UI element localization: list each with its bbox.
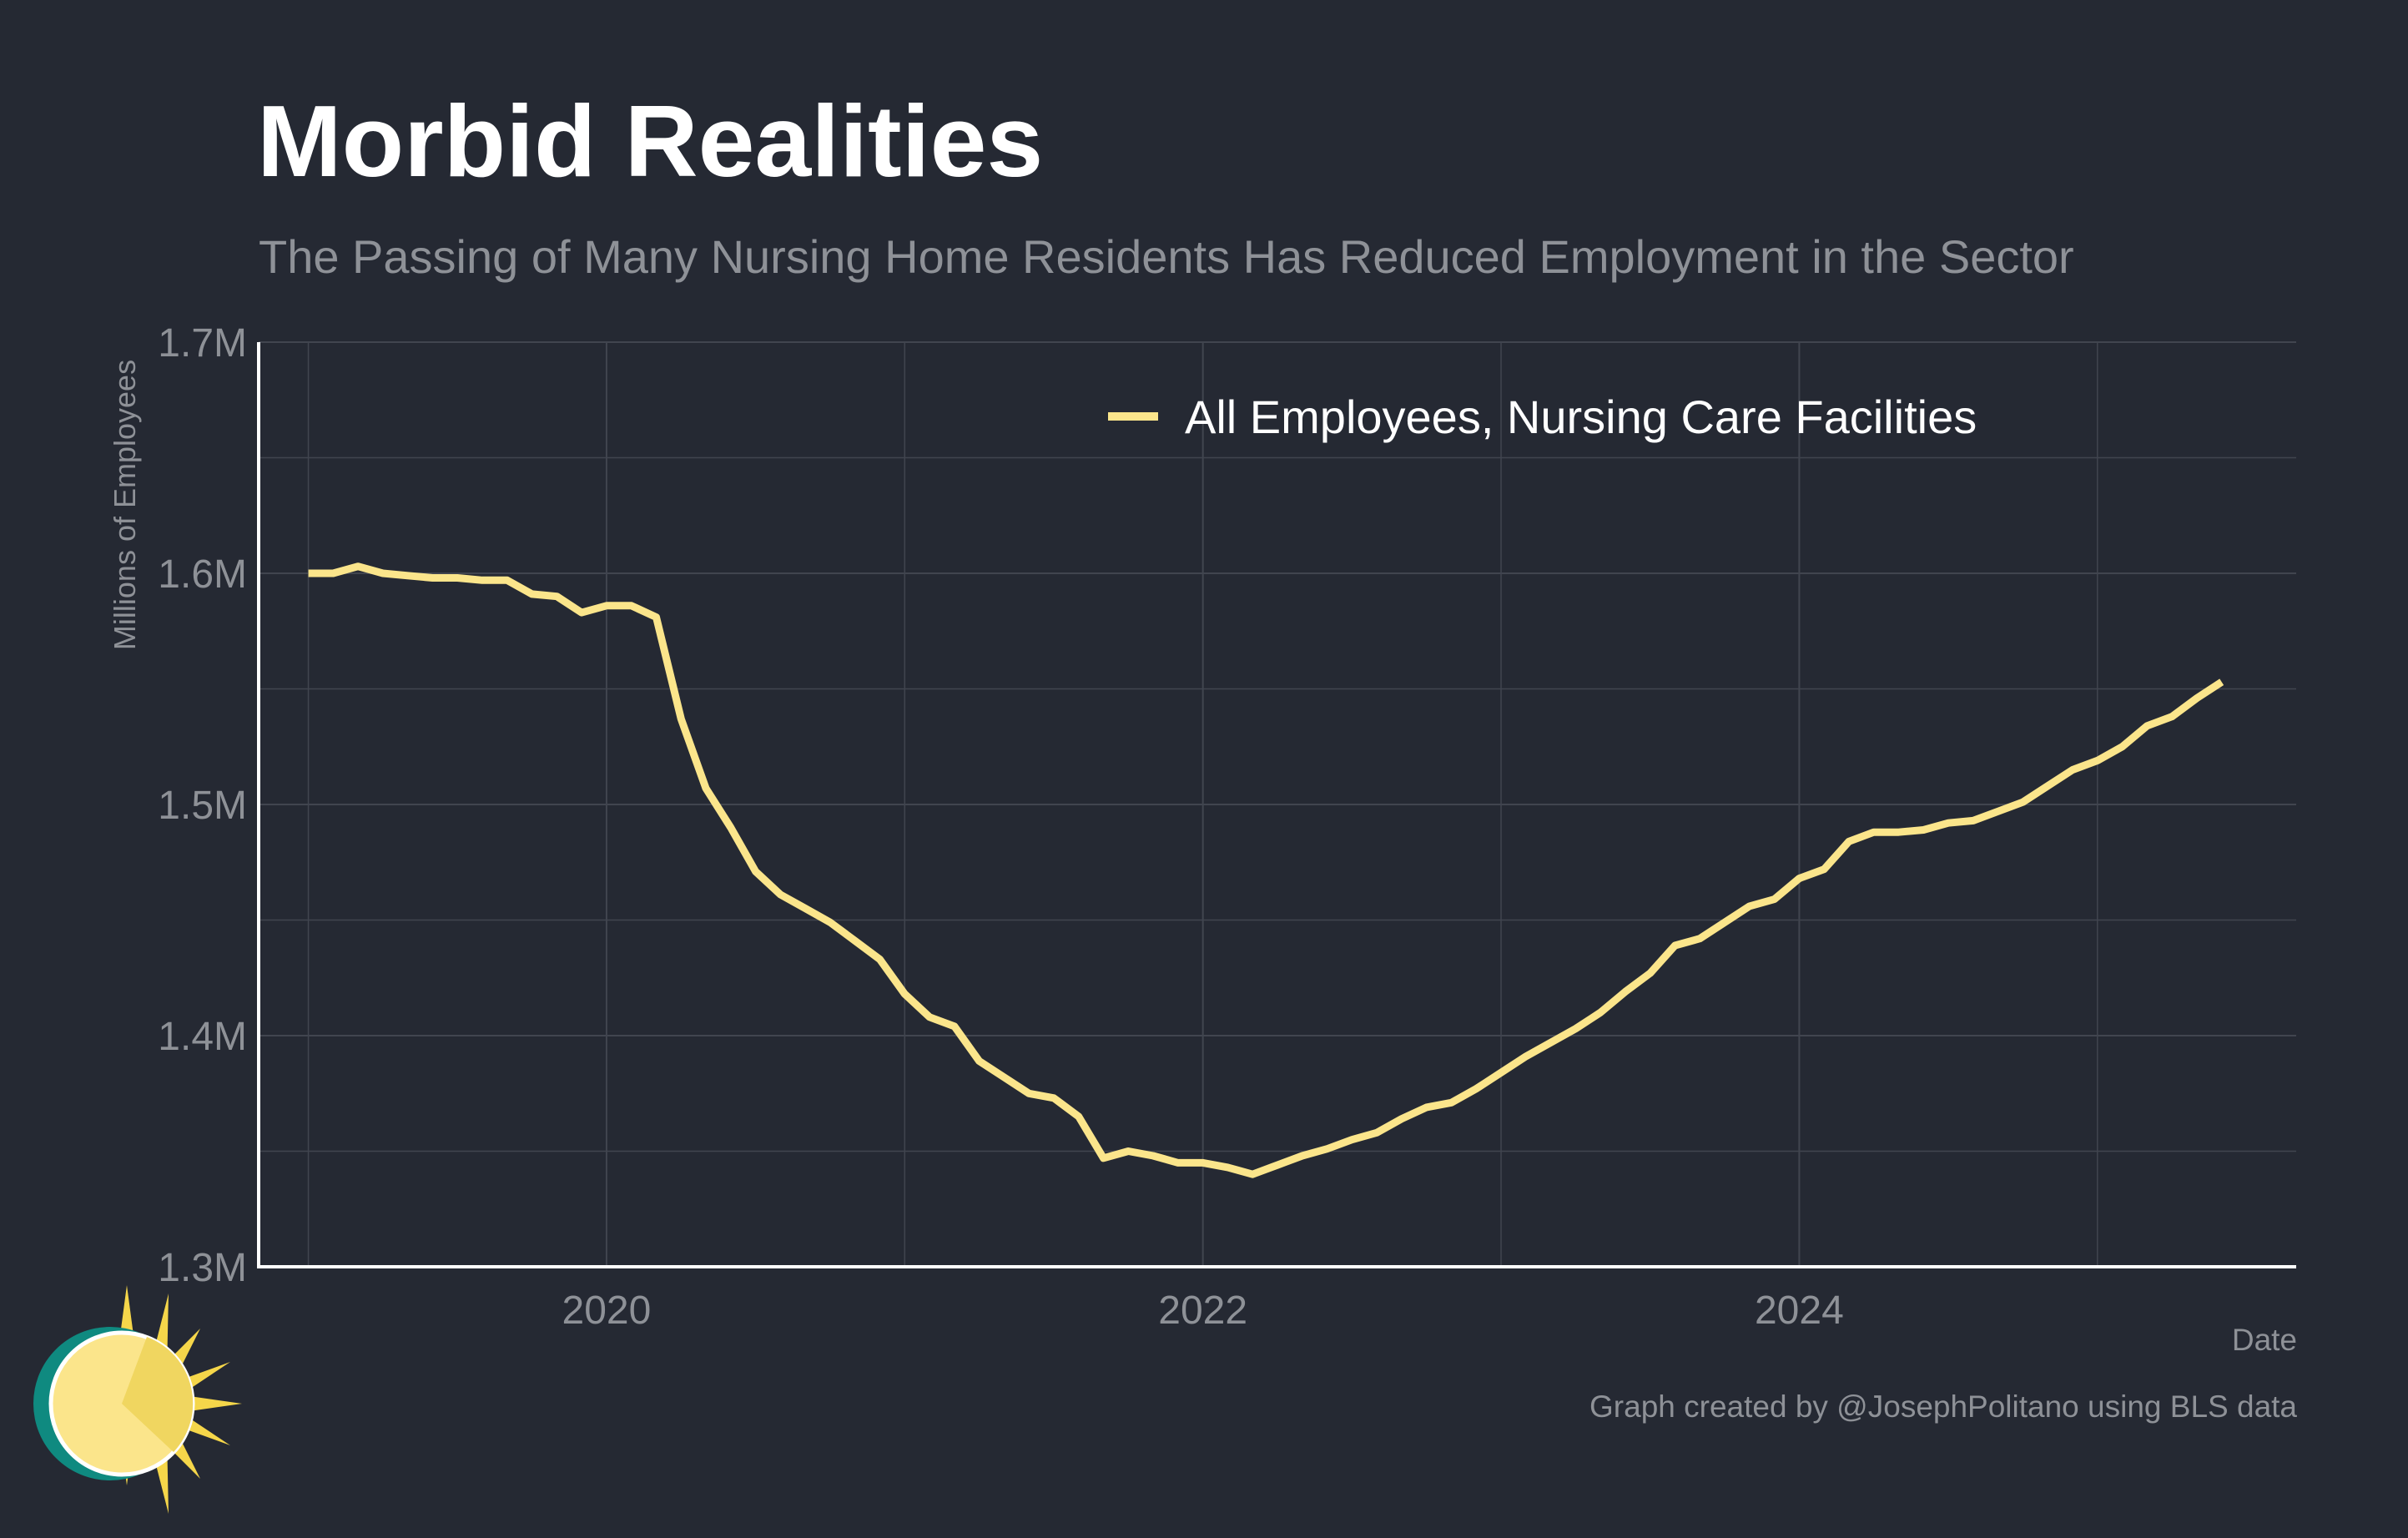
y-tick-label: 1.5M xyxy=(158,784,247,828)
x-tick-label: 2020 xyxy=(562,1288,652,1333)
x-axis-label: Date xyxy=(2231,1323,2297,1357)
source-credit: Graph created by @JosephPolitano using B… xyxy=(1589,1389,2297,1424)
series-line xyxy=(308,562,2224,1178)
y-tick-label: 1.7M xyxy=(158,321,247,366)
y-tick-label: 1.3M xyxy=(158,1246,247,1290)
y-tick-label: 1.4M xyxy=(158,1015,247,1059)
x-tick-label: 2024 xyxy=(1755,1288,1844,1333)
sun-logo-icon xyxy=(33,1285,242,1514)
legend-label: All Employees, Nursing Care Facilities xyxy=(1185,391,1977,443)
y-tick-label: 1.6M xyxy=(158,552,247,597)
chart-title: Morbid Realities xyxy=(257,84,1044,198)
chart-subtitle: The Passing of Many Nursing Home Residen… xyxy=(259,230,2074,283)
x-tick-label: 2022 xyxy=(1158,1288,1247,1333)
